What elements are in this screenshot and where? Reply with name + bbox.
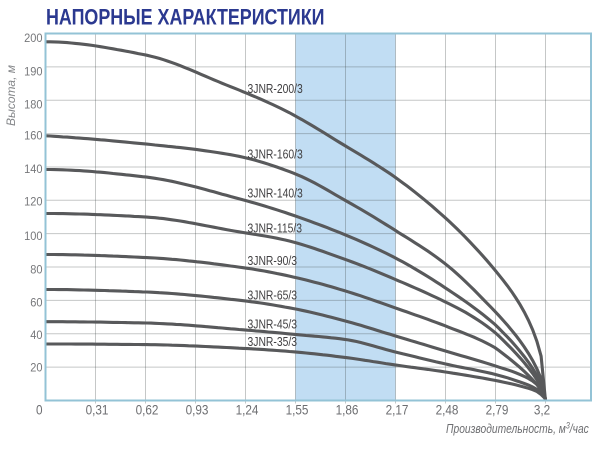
svg-text:0: 0 <box>36 401 43 417</box>
svg-text:200: 200 <box>24 33 42 45</box>
svg-text:3,2: 3,2 <box>534 401 550 417</box>
svg-text:80: 80 <box>30 264 42 276</box>
svg-text:3JNR-90/3: 3JNR-90/3 <box>248 255 298 268</box>
svg-text:3JNR-140/3: 3JNR-140/3 <box>248 188 303 201</box>
svg-text:3JNR-115/3: 3JNR-115/3 <box>248 223 303 236</box>
svg-text:0,31: 0,31 <box>86 401 109 417</box>
svg-text:НАПОРНЫЕ ХАРАКТЕРИСТИКИ: НАПОРНЫЕ ХАРАКТЕРИСТИКИ <box>46 6 325 30</box>
svg-text:20: 20 <box>30 362 42 374</box>
svg-text:160: 160 <box>24 130 42 142</box>
svg-text:3JNR-160/3: 3JNR-160/3 <box>248 149 303 162</box>
svg-text:3JNR-35/3: 3JNR-35/3 <box>248 336 298 349</box>
svg-text:3JNR-65/3: 3JNR-65/3 <box>248 290 298 303</box>
svg-text:180: 180 <box>24 99 42 111</box>
svg-text:3JNR-45/3: 3JNR-45/3 <box>248 319 298 332</box>
svg-text:40: 40 <box>30 330 42 342</box>
svg-text:60: 60 <box>30 297 42 309</box>
svg-text:1,55: 1,55 <box>286 401 309 417</box>
svg-text:140: 140 <box>24 164 42 176</box>
svg-text:2,48: 2,48 <box>436 401 459 417</box>
svg-text:1,86: 1,86 <box>336 401 359 417</box>
svg-text:1,24: 1,24 <box>236 401 259 417</box>
svg-text:3JNR-200/3: 3JNR-200/3 <box>248 83 303 96</box>
svg-text:0,62: 0,62 <box>136 401 159 417</box>
svg-text:0,93: 0,93 <box>186 401 209 417</box>
svg-text:190: 190 <box>24 66 42 78</box>
svg-text:Высота, м: Высота, м <box>4 65 18 126</box>
svg-text:2,17: 2,17 <box>386 401 409 417</box>
svg-text:2,79: 2,79 <box>486 401 509 417</box>
svg-text:100: 100 <box>24 231 42 243</box>
svg-text:120: 120 <box>24 196 42 208</box>
svg-text:Производительность, м3/час: Производительность, м3/час <box>446 421 589 436</box>
